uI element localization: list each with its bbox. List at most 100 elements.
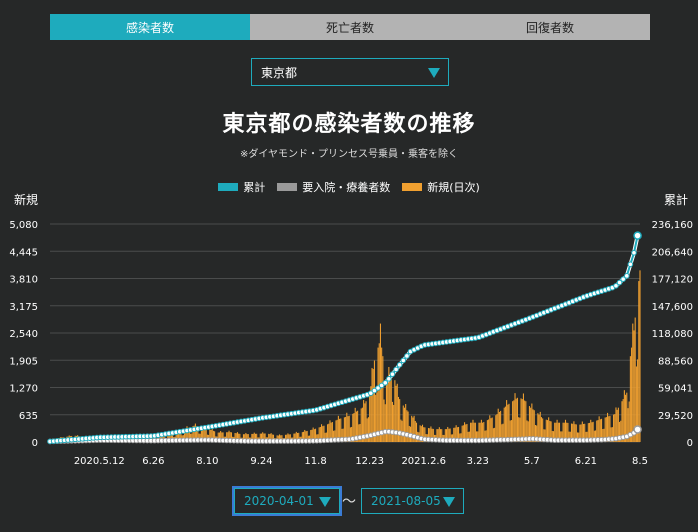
new-daily-bar bbox=[176, 431, 178, 442]
new-daily-bar bbox=[533, 410, 535, 442]
legend-swatch-hospitalized bbox=[277, 183, 298, 191]
x-tick-label: 6.21 bbox=[575, 456, 597, 467]
right-tick-label: 118,080 bbox=[652, 329, 693, 340]
new-daily-bar bbox=[441, 429, 443, 442]
new-daily-bar bbox=[394, 380, 396, 442]
new-daily-bar bbox=[628, 401, 630, 442]
new-daily-bar bbox=[393, 404, 395, 442]
new-daily-bar bbox=[313, 429, 315, 442]
new-daily-bar bbox=[306, 430, 308, 442]
new-daily-bar bbox=[196, 426, 198, 442]
new-daily-bar bbox=[342, 428, 344, 442]
new-daily-bar bbox=[588, 422, 591, 442]
left-tick-label: 0 bbox=[32, 438, 38, 449]
new-daily-bar bbox=[209, 429, 211, 442]
new-daily-bar bbox=[234, 432, 236, 442]
chevron-down-icon bbox=[319, 497, 331, 507]
new-daily-bar bbox=[424, 427, 426, 442]
right-tick-label: 59,041 bbox=[658, 384, 693, 395]
new-daily-bar bbox=[264, 433, 266, 442]
new-daily-bar bbox=[629, 356, 631, 442]
new-daily-bar bbox=[447, 426, 449, 442]
new-daily-bar bbox=[614, 414, 616, 442]
new-daily-bar bbox=[419, 425, 421, 442]
new-daily-bar bbox=[516, 397, 518, 442]
new-daily-bar bbox=[617, 407, 619, 442]
new-daily-bar bbox=[567, 422, 569, 442]
new-daily-bar bbox=[336, 419, 338, 442]
cumulative-point bbox=[613, 283, 619, 289]
new-daily-bar bbox=[465, 424, 467, 442]
new-daily-bar bbox=[427, 428, 430, 442]
new-daily-bar bbox=[378, 343, 380, 442]
new-daily-bar bbox=[269, 434, 271, 442]
new-daily-bar bbox=[329, 420, 331, 442]
new-daily-bar bbox=[323, 425, 325, 442]
new-daily-bar bbox=[217, 432, 219, 442]
new-daily-bar bbox=[437, 429, 439, 442]
new-daily-bar bbox=[420, 426, 422, 442]
new-daily-bar bbox=[352, 413, 354, 442]
new-daily-bar bbox=[492, 428, 494, 442]
new-daily-bar bbox=[464, 422, 466, 442]
new-daily-bar bbox=[543, 429, 545, 442]
new-daily-bar bbox=[548, 417, 550, 442]
legend-item-new-daily[interactable]: 新規(日次) bbox=[402, 179, 480, 195]
page-subtitle: ※ダイヤモンド・プリンセス号乗員・乗客を除く bbox=[239, 149, 459, 160]
chevron-down-icon bbox=[443, 497, 455, 507]
end-date-select[interactable]: 2021-08-05 bbox=[361, 488, 464, 514]
new-daily-bar bbox=[444, 429, 446, 442]
cumulative-line bbox=[49, 235, 640, 444]
left-axis-title: 新規 bbox=[14, 193, 39, 207]
left-tick-label: 5,080 bbox=[9, 220, 38, 231]
legend-item-cumulative[interactable]: 累計 bbox=[218, 179, 265, 195]
new-daily-bar bbox=[399, 399, 401, 442]
cumulative-point bbox=[393, 366, 399, 373]
tab-deaths[interactable]: 死亡者数 bbox=[250, 14, 450, 40]
new-daily-bar bbox=[193, 425, 195, 442]
new-daily-bar bbox=[271, 434, 273, 442]
new-daily-bar bbox=[188, 427, 190, 442]
new-daily-bar bbox=[357, 410, 359, 442]
new-daily-bar bbox=[489, 415, 491, 442]
new-daily-bar bbox=[609, 415, 611, 442]
right-tick-label: 177,120 bbox=[652, 275, 693, 286]
new-daily-bar bbox=[619, 421, 621, 442]
new-daily-bar bbox=[607, 412, 609, 442]
new-daily-bar bbox=[395, 385, 397, 442]
tab-infections[interactable]: 感染者数 bbox=[50, 14, 250, 40]
legend-item-hospitalized[interactable]: 要入院・療養者数 bbox=[277, 179, 390, 195]
new-daily-bar bbox=[228, 430, 230, 442]
new-daily-bar bbox=[580, 424, 582, 442]
new-daily-bar bbox=[229, 432, 231, 442]
cumulative-end-point bbox=[633, 231, 642, 240]
new-daily-bar bbox=[414, 420, 416, 442]
new-daily-bar bbox=[364, 403, 366, 442]
new-daily-bar bbox=[236, 432, 238, 442]
page-title: 東京都の感染者数の推移 bbox=[222, 112, 476, 137]
new-daily-bar bbox=[310, 430, 312, 442]
new-daily-bar bbox=[179, 430, 181, 442]
new-daily-bar bbox=[514, 393, 516, 442]
new-daily-bar bbox=[515, 398, 517, 442]
x-tick-label: 12.23 bbox=[355, 456, 384, 467]
new-daily-bar bbox=[296, 432, 299, 442]
new-daily-bar bbox=[593, 430, 595, 442]
new-daily-bar bbox=[263, 433, 265, 442]
new-daily-bar bbox=[438, 427, 440, 442]
new-daily-bar bbox=[605, 417, 607, 442]
tab-recoveries[interactable]: 回復者数 bbox=[450, 14, 650, 40]
new-daily-bar bbox=[348, 415, 350, 442]
region-select[interactable]: 東京都 bbox=[251, 58, 449, 86]
x-tick-label: 9.24 bbox=[250, 456, 272, 467]
new-daily-bar bbox=[244, 434, 246, 442]
new-daily-bar bbox=[391, 401, 394, 442]
start-date-select[interactable]: 2020-04-01 bbox=[232, 486, 342, 516]
right-tick-label: 88,560 bbox=[658, 356, 693, 367]
cumulative-point bbox=[371, 387, 378, 394]
new-daily-bar bbox=[175, 432, 177, 442]
new-daily-bar bbox=[536, 425, 538, 442]
new-daily-bar bbox=[478, 422, 480, 442]
new-daily-bar bbox=[491, 417, 493, 442]
new-daily-bar bbox=[557, 422, 559, 442]
